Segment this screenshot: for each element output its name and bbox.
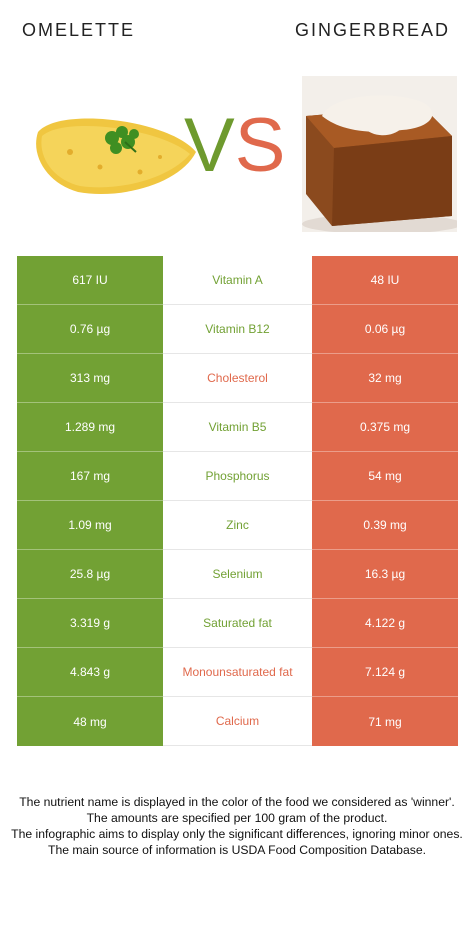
left-value: 0.76 µg (17, 305, 163, 354)
right-value: 0.06 µg (312, 305, 458, 354)
nutrient-name: Zinc (163, 501, 312, 550)
table-row: 48 mg Calcium 71 mg (17, 697, 458, 746)
right-food-title: GINGERBREAD (294, 20, 450, 40)
nutrient-name: Vitamin A (163, 256, 312, 305)
left-value: 1.289 mg (17, 403, 163, 452)
nutrient-name: Monounsaturated fat (163, 648, 312, 697)
table-row: 25.8 µg Selenium 16.3 µg (17, 550, 458, 599)
right-value: 32 mg (312, 354, 458, 403)
right-value: 7.124 g (312, 648, 458, 697)
left-value: 617 IU (17, 256, 163, 305)
table-row: 313 mg Cholesterol 32 mg (17, 354, 458, 403)
footer-line: The nutrient name is displayed in the co… (19, 795, 455, 809)
table-row: 1.09 mg Zinc 0.39 mg (17, 501, 458, 550)
left-value: 4.843 g (17, 648, 163, 697)
nutrient-comparison-table: 617 IU Vitamin A 48 IU 0.76 µg Vitamin B12 0.… (17, 256, 458, 746)
parsley-icon (105, 126, 139, 154)
nutrient-name: Saturated fat (163, 599, 312, 648)
table-row: 617 IU Vitamin A 48 IU (17, 256, 458, 305)
left-value: 3.319 g (17, 599, 163, 648)
right-value: 0.39 mg (312, 501, 458, 550)
nutrient-name: Vitamin B5 (163, 403, 312, 452)
nutrient-name: Calcium (163, 697, 312, 746)
left-value: 1.09 mg (17, 501, 163, 550)
left-value: 25.8 µg (17, 550, 163, 599)
left-value: 167 mg (17, 452, 163, 501)
right-value: 4.122 g (312, 599, 458, 648)
nutrient-name: Selenium (163, 550, 312, 599)
right-value: 16.3 µg (312, 550, 458, 599)
table-row: 4.843 g Monounsaturated fat 7.124 g (17, 648, 458, 697)
left-value: 313 mg (17, 354, 163, 403)
right-value: 0.375 mg (312, 403, 458, 452)
footer-line: The amounts are specified per 100 gram o… (86, 811, 388, 825)
right-value: 48 IU (312, 256, 458, 305)
table-row: 0.76 µg Vitamin B12 0.06 µg (17, 305, 458, 354)
right-value: 54 mg (312, 452, 458, 501)
footer-notes: The nutrient name is displayed in the co… (0, 794, 474, 858)
nutrient-name: Cholesterol (163, 354, 312, 403)
nutrient-name: Vitamin B12 (163, 305, 312, 354)
table-row: 1.289 mg Vitamin B5 0.375 mg (17, 403, 458, 452)
table-row: 167 mg Phosphorus 54 mg (17, 452, 458, 501)
omelette-image (36, 118, 196, 195)
left-value: 48 mg (17, 697, 163, 746)
nutrient-name: Phosphorus (163, 452, 312, 501)
gingerbread-image (302, 76, 457, 232)
footer-line: The infographic aims to display only the… (11, 827, 463, 841)
versus-label: VS (184, 103, 286, 188)
left-food-title: OMELETTE (22, 20, 136, 40)
table-row: 3.319 g Saturated fat 4.122 g (17, 599, 458, 648)
right-value: 71 mg (312, 697, 458, 746)
footer-line: The main source of information is USDA F… (48, 843, 426, 857)
